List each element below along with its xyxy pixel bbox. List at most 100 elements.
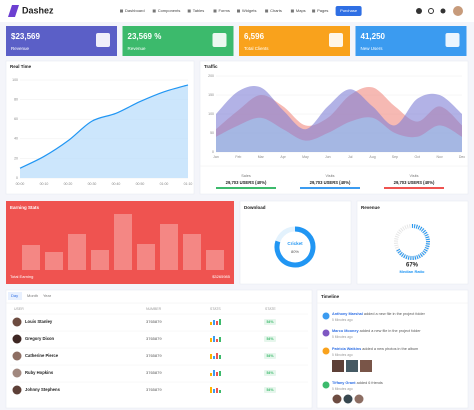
timeline-icon xyxy=(322,329,330,337)
timeline-action: added a new file in the project folder xyxy=(364,312,426,316)
nav-item[interactable]: Components xyxy=(158,8,181,13)
x-tick-label: 01:10 xyxy=(184,182,193,186)
user-name: Catherine Pierce xyxy=(25,353,59,358)
icon[interactable] xyxy=(428,8,434,14)
purchase-label[interactable]: Purchase xyxy=(340,8,358,13)
photo xyxy=(332,360,344,372)
friend-avatar xyxy=(354,394,364,404)
user-name: Johnny Stephens xyxy=(25,387,61,392)
x-tick-label: Dec xyxy=(459,155,465,159)
nav-item[interactable]: Widgets xyxy=(242,8,256,13)
avatar xyxy=(12,317,22,327)
stat-bar xyxy=(216,388,218,393)
tab[interactable]: Year xyxy=(43,293,52,298)
avatar xyxy=(12,368,22,378)
x-tick-label: Apr xyxy=(280,155,286,159)
tab[interactable]: Month xyxy=(27,293,38,298)
x-tick-label: Aug xyxy=(369,155,375,159)
stat-bar xyxy=(219,371,221,376)
state-badge xyxy=(264,370,276,376)
y-tick-label: 50 xyxy=(210,131,214,135)
total-label: Total Earning xyxy=(10,274,33,279)
total-value: $3265985 xyxy=(212,274,231,279)
panel-title: Revenue xyxy=(361,205,380,210)
column-header: USER xyxy=(14,307,24,311)
user-name: Ruby Hopkins xyxy=(25,370,54,375)
y-tick-label: 100 xyxy=(12,78,18,82)
friend-avatar xyxy=(343,394,353,404)
y-tick-label: 40 xyxy=(14,137,18,141)
x-tick-label: Nov xyxy=(437,155,443,159)
bar xyxy=(45,252,63,270)
line xyxy=(19,84,189,169)
stat-bar xyxy=(219,355,221,359)
stat-value: 23,569 % xyxy=(128,32,162,41)
nav-item[interactable]: Pages xyxy=(317,8,328,13)
stat-bar xyxy=(210,338,212,342)
state: 54% xyxy=(266,388,274,392)
panel-title: Download xyxy=(244,205,266,210)
timeline-name: Marco Mooney xyxy=(332,329,359,333)
x-tick-label: 00:20 xyxy=(64,182,73,186)
photo xyxy=(346,360,358,372)
stat-bar xyxy=(210,354,212,359)
stat-bar xyxy=(213,356,215,359)
state-badge xyxy=(264,387,276,393)
nav-item[interactable]: Charts xyxy=(270,8,282,13)
stat-bar xyxy=(219,390,221,393)
timeline-text: Marco Mooney added a new file in the pro… xyxy=(332,329,421,333)
y-tick-label: 100 xyxy=(208,112,214,116)
avatar xyxy=(12,351,22,361)
timeline-name: Tiffany Grant xyxy=(332,381,356,385)
column-header: NUMBER xyxy=(146,307,162,311)
stat-icon xyxy=(329,33,343,47)
bar xyxy=(160,224,178,270)
avatar xyxy=(12,334,22,344)
x-tick-label: Oct xyxy=(415,155,420,159)
panel xyxy=(316,289,469,409)
panel-title: Traffic xyxy=(204,64,218,69)
purchase-button[interactable] xyxy=(335,6,362,16)
panel-title: Timeline xyxy=(321,294,340,299)
icon[interactable] xyxy=(416,8,422,14)
state-badge xyxy=(264,336,276,342)
stat-label: Total Clients xyxy=(244,46,269,51)
timeline-time: 5 Minutes ago xyxy=(332,318,353,322)
brand: Dashez xyxy=(22,5,54,15)
panel xyxy=(239,200,352,285)
timeline-action: added 6 friends xyxy=(357,381,383,385)
tab-active xyxy=(8,292,22,300)
state-badge xyxy=(264,353,276,359)
gauge-label: Median Ratio xyxy=(400,269,425,274)
nav-item[interactable]: Tables xyxy=(193,8,205,13)
number: 3765879 xyxy=(146,336,162,341)
summary-value: 29,703 USERS (40%) xyxy=(394,180,435,185)
stat-bar xyxy=(213,389,215,393)
nav-item[interactable]: Dashboard xyxy=(125,8,145,13)
x-tick-label: 00:40 xyxy=(112,182,121,186)
nav-icon xyxy=(312,9,316,13)
stat-bar xyxy=(216,339,218,342)
user-name: Louis Stanley xyxy=(25,319,53,324)
panel xyxy=(5,289,313,409)
summary-label: Visits xyxy=(409,174,418,178)
nav-icon xyxy=(265,9,269,13)
nav-item[interactable]: Maps xyxy=(296,8,306,13)
y-tick-label: 200 xyxy=(208,74,214,78)
stat-bar xyxy=(213,336,215,342)
x-tick-label: May xyxy=(302,155,309,159)
avatar[interactable] xyxy=(453,6,463,16)
panel-title: Earning Stats xyxy=(10,205,40,210)
bar xyxy=(114,214,132,270)
state: 54% xyxy=(266,354,274,358)
tab[interactable]: Day xyxy=(11,293,18,298)
nav-item[interactable]: Forms xyxy=(219,8,230,13)
summary-label: Sales xyxy=(241,174,251,178)
summary-bar xyxy=(384,187,444,189)
nav-icon xyxy=(152,9,156,13)
x-tick-label: Sep xyxy=(392,155,398,159)
column-header: STATE xyxy=(265,307,276,311)
summary-value: 29,703 USERS (40%) xyxy=(226,180,267,185)
number: 3765879 xyxy=(146,370,162,375)
icon[interactable] xyxy=(440,8,446,14)
